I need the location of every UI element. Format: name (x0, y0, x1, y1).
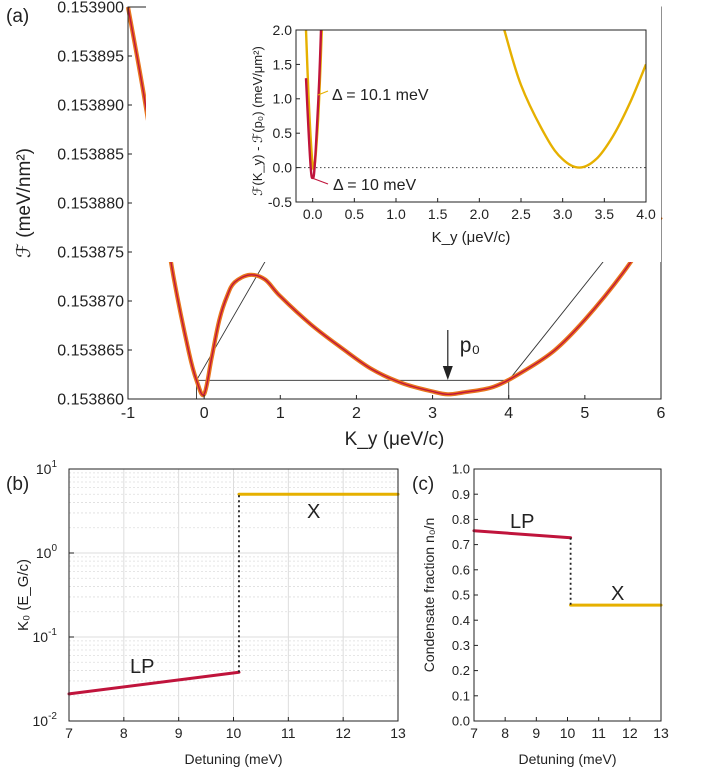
panel-c-xtick-label: 8 (501, 725, 509, 741)
panel-c-plot: 7 8 9 10 11 12 13 0.0 0.1 0.2 0.3 0.4 0.5 0.6 0.7 0.8 0… (421, 462, 669, 767)
panel-a-xtick-label: 3 (428, 405, 437, 422)
inset-xtick-label: 3.0 (553, 206, 573, 222)
inset-xtick-label: 0.0 (303, 206, 323, 222)
panel-a-ytick-label: 0.153875 (57, 245, 124, 262)
panel-a-ytick-label: 0.153890 (57, 98, 124, 115)
panel-a-xtick-label: 0 (200, 405, 209, 422)
inset-xtick-label: 2.0 (470, 206, 490, 222)
panel-b-ytick-label: 101 (36, 459, 58, 477)
inset-ytick-label: 0.0 (273, 160, 293, 176)
panel-c-ytick-label: 0.8 (452, 512, 470, 527)
panel-c-lp-line (472, 529, 573, 540)
panel-c-xtick-label: 12 (622, 725, 638, 741)
panel-b-label-lp: LP (130, 656, 154, 678)
panel-b-plot: 7 8 9 10 11 12 13 10-2 10-1 100 101 Detuning (meV… (15, 459, 406, 767)
panel-c-ytick-label: 0.1 (452, 688, 470, 703)
panel-b-ylabel: K₀ (E_G/c) (15, 559, 32, 631)
panel-b-ytick-label: 10-1 (33, 627, 58, 645)
panel-a-ylabel: ℱ (meV/nm²) (14, 148, 35, 258)
inset-xlabel: K_y (μeV/c) (432, 229, 511, 246)
panel-a-ytick-label: 0.153870 (57, 294, 124, 311)
panel-label-a: (a) (6, 6, 29, 27)
inset-ytick-label: 1.0 (273, 91, 293, 107)
panel-b-lp-line (67, 670, 241, 696)
inset-frame (295, 29, 647, 203)
panel-c-ytick-label: 0.3 (452, 638, 470, 653)
inset-label-lp: Δ = 10 meV (333, 177, 417, 194)
inset-ytick-label: 2.0 (273, 22, 293, 38)
inset-ylabel: ℱ(K_y) - ℱ(p₀) (meV/μm²) (250, 46, 265, 196)
panel-c-xtick-label: 13 (653, 725, 669, 741)
inset-xtick-label: 1.5 (428, 206, 448, 222)
inset-xtick-label: 0.5 (345, 206, 365, 222)
panel-c-xtick-label: 10 (560, 725, 576, 741)
inset-xtick-label: 1.0 (386, 206, 406, 222)
inset-curve-detuning-10 (304, 30, 323, 180)
panel-a-xtick-label: 4 (504, 405, 513, 422)
panel-b-xtick-label: 11 (281, 725, 296, 741)
panel-a-xtick-label: -1 (121, 405, 135, 422)
panel-c-xtick-label: 9 (532, 725, 540, 741)
panel-c-ytick-label: 0.4 (452, 613, 470, 628)
inset-background (146, 5, 661, 262)
panel-a-xtick-label: 5 (580, 405, 589, 422)
inset-leader-lp (311, 177, 329, 185)
panel-c-ytick-label: 0.5 (452, 588, 470, 603)
panel-b-label-x: X (307, 501, 320, 523)
inset-xtick-label: 2.5 (511, 206, 531, 222)
panel-b-xtick-label: 9 (175, 725, 183, 741)
panel-a-ytick-label: 0.153880 (57, 196, 124, 213)
panel-c-xtick-label: 7 (470, 725, 478, 741)
main-curve-inner (127, 6, 662, 396)
panel-a-main-plot: -1 0 1 2 3 4 5 6 0.153860 0.153865 0.153870 0.1538… (14, 0, 666, 450)
panel-c-ytick-label: 0.0 (452, 714, 470, 729)
panel-a-inset-plot: 0.0 0.5 1.0 1.5 2.0 2.5 3.0 3.5 4.0 -0.5 0.0 0.5 1.… (146, 5, 661, 262)
panel-a-ytick-label: 0.153860 (57, 392, 124, 409)
panel-label-b: (b) (6, 474, 29, 495)
panel-c-frame (473, 468, 662, 722)
panel-b-xlabel: Detuning (meV) (184, 751, 282, 767)
panel-c-label-lp: LP (510, 511, 534, 533)
panel-c-ytick-label: 0.9 (452, 487, 470, 502)
inset-ytick-label: 1.5 (273, 56, 293, 72)
inset-label-x: Δ = 10.1 meV (332, 87, 429, 104)
panel-a-ytick-label: 0.153895 (57, 49, 124, 66)
panel-a-ytick-label: 0.153885 (57, 147, 124, 164)
panel-c-xlabel: Detuning (meV) (518, 751, 616, 767)
inset-ytick-label: 0.5 (273, 125, 293, 141)
p0-arrow-head (442, 366, 453, 380)
panel-a-xtick-label: 2 (352, 405, 361, 422)
panel-b-xtick-label: 13 (390, 725, 406, 741)
panel-b-ytick-label: 10-2 (33, 711, 58, 729)
panel-c-ytick-label: 0.6 (452, 562, 470, 577)
panel-c-xtick-label: 11 (591, 725, 606, 741)
panel-label-c: (c) (412, 474, 434, 495)
inset-curve-detuning-10.1-right (503, 30, 646, 169)
panel-a-ytick-label: 0.153900 (57, 0, 124, 17)
panel-c-ylabel: Condensate fraction n₀/n (421, 518, 437, 672)
inset-xtick-label: 4.0 (636, 206, 656, 222)
panel-c-ytick-label: 0.2 (452, 663, 470, 678)
panel-c-label-x: X (611, 583, 624, 605)
panel-b-xtick-label: 7 (65, 725, 73, 741)
panel-a-ytick-label: 0.153865 (57, 343, 124, 360)
inset-ytick-label: -0.5 (268, 194, 292, 210)
panel-a-xlabel: K_y (μeV/c) (345, 429, 445, 450)
panel-b-ytick-label: 100 (36, 543, 58, 561)
p0-arrow (442, 330, 453, 380)
panel-a-xtick-label: 6 (657, 405, 666, 422)
panel-a-xtick-label: 1 (276, 405, 285, 422)
panel-c-ytick-label: 1.0 (452, 462, 470, 477)
inset-leader-x (317, 90, 329, 96)
zoom-box-rect (196, 379, 510, 400)
panel-b-xtick-label: 8 (120, 725, 128, 741)
inset-xtick-label: 3.5 (595, 206, 615, 222)
p0-annotation: p₀ (460, 334, 480, 357)
panel-c-ytick-label: 0.7 (452, 537, 470, 552)
panel-b-xtick-label: 12 (335, 725, 351, 741)
panel-b-xtick-label: 10 (226, 725, 242, 741)
